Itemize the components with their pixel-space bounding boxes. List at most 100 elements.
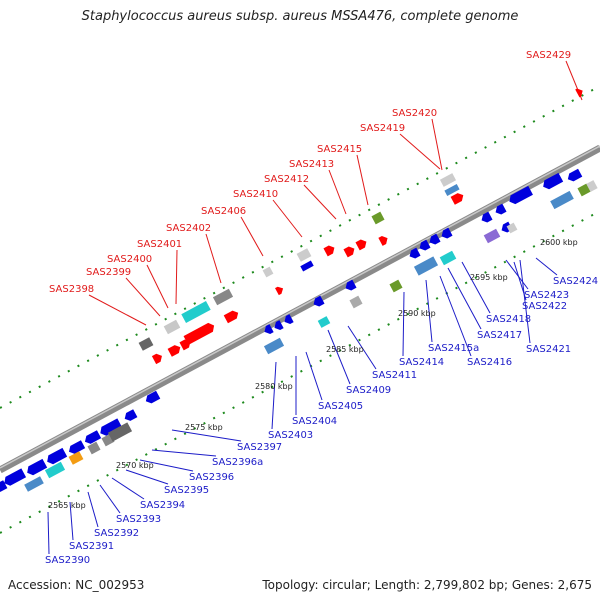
gene-label-reverse: SAS2423 [524,290,569,301]
label-leader-line [99,484,121,514]
gene-arrow-reverse [429,233,441,245]
gene-arrow-forward [275,286,284,296]
gene-feature [68,451,84,465]
gene-feature [483,228,501,244]
label-leader-line [535,257,558,276]
label-leader-line [439,275,472,357]
gene-feature [550,190,574,210]
label-leader-line [139,459,194,472]
gene-arrow-reverse [481,211,493,223]
gene-arrow-reverse [567,168,583,182]
genome-backbone-highlight [0,145,600,469]
gene-feature [317,316,331,328]
gene-feature [506,222,518,234]
gene-arrow-forward [183,322,215,345]
label-leader-line [146,264,169,309]
gene-arrow-forward [223,310,239,324]
gene-label-reverse: SAS2396 [189,472,234,483]
label-leader-line [356,154,369,206]
label-leader-line [111,477,145,500]
gene-arrow-reverse [345,279,357,291]
gene-feature [212,288,234,306]
label-leader-line [431,118,443,171]
gene-feature [24,476,44,492]
gene-label-forward: SAS2402 [166,223,211,234]
gene-label-reverse: SAS2392 [94,528,139,539]
gene-feature [586,180,598,192]
gene-label-forward: SAS2406 [201,206,246,217]
gene-arrow-reverse [441,227,453,239]
gene-feature [138,337,154,351]
gene-arrow-forward [450,193,464,205]
gene-feature [413,256,439,276]
gene-label-reverse: SAS2421 [526,344,571,355]
label-leader-line [272,199,303,238]
gene-label-reverse: SAS2415a [428,343,479,354]
gene-arrow-forward [378,236,388,246]
gene-label-reverse: SAS2394 [140,500,185,511]
label-leader-line [328,169,347,215]
gene-label-reverse: SAS2397 [237,442,282,453]
map-title: Staphylococcus aureus subsp. aureus MSSA… [81,9,519,24]
gene-feature [439,250,457,266]
gene-arrow-reverse [0,480,8,492]
gene-feature [107,422,133,442]
gene-arrow-forward [575,88,583,98]
gene-feature [349,295,363,309]
gene-label-forward: SAS2401 [137,239,182,250]
gene-arrow-reverse [124,409,138,421]
gene-arrow-reverse [68,440,86,454]
label-leader-line [447,267,482,330]
kbp-tick-label: 2590 kbp [398,309,436,318]
gene-feature [444,184,460,196]
gene-label-reverse: SAS2422 [522,301,567,312]
kbp-tick-label: 2580 kbp [255,382,293,391]
gene-feature [439,173,457,187]
gene-arrow-reverse [84,430,102,444]
label-leader-line [461,261,491,314]
gene-label-forward: SAS2419 [360,123,405,134]
kbp-tick-label: 2570 kbp [116,461,154,470]
gene-arrow-forward [355,239,367,251]
gene-label-forward: SAS2413 [289,159,334,170]
gene-arrow-reverse [543,172,564,190]
gene-arrow-reverse [495,203,507,215]
gene-label-reverse: SAS2395 [164,485,209,496]
accession-text: Accession: NC_002953 [8,578,145,592]
gene-feature [262,266,274,278]
gene-label-reverse: SAS2416 [467,357,512,368]
gene-arrow-reverse [284,314,294,324]
gene-feature [296,248,312,262]
label-leader-line [425,279,433,343]
gene-arrow-forward [167,345,181,357]
label-leader-line [505,259,529,290]
label-leader-line [513,261,527,301]
label-leader-line [87,491,99,528]
gene-feature [577,183,591,197]
gene-label-forward: SAS2412 [264,174,309,185]
gene-label-reverse: SAS2403 [268,430,313,441]
gene-feature [371,211,385,225]
gene-feature [389,279,403,293]
gene-label-reverse: SAS2404 [292,416,337,427]
gene-arrow-reverse [100,418,123,436]
label-leader-line [399,133,441,170]
gene-feature [87,441,101,455]
label-leader-line [175,249,178,305]
gene-label-forward: SAS2429 [526,50,571,61]
label-leader-line [171,429,242,442]
label-leader-line [305,351,323,401]
gene-feature [44,461,66,479]
gene-feature [263,337,285,355]
gene-label-reverse: SAS2414 [399,357,444,368]
label-leader-line [205,233,222,284]
gene-arrow-reverse [47,447,68,465]
gene-label-forward: SAS2410 [233,189,278,200]
kbp-tick-label: 2600 kbp [540,238,578,247]
label-leader-line [271,361,277,430]
gene-label-reverse: SAS2391 [69,541,114,552]
gene-label-forward: SAS2400 [107,254,152,265]
label-leader-line [347,325,377,370]
gene-label-forward: SAS2415 [317,144,362,155]
